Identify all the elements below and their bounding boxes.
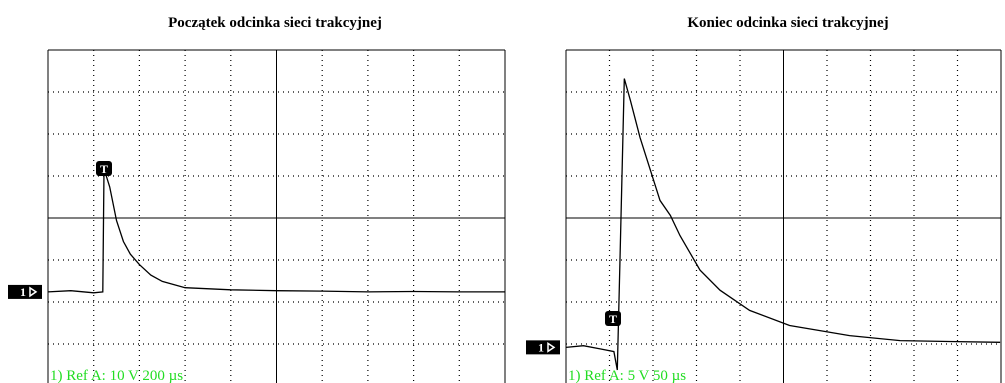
trigger-label: T [100,162,108,176]
channel-label: 1 [20,285,26,299]
trigger-label: T [609,312,617,326]
channel-label: 1 [538,340,544,354]
panel-title: Koniec odcinka sieci trakcyjnej [687,15,888,31]
panel-title: Początek odcinka sieci trakcyjnej [168,15,382,31]
page: {"chart_data": [ {"type": "line", "title… [0,0,1005,383]
scale-label: 1) Ref A: 10 V 200 µs [50,368,183,383]
chart: Początek odcinka sieci trakcyjnej 1 T 1) Re… [0,0,1005,383]
scale-label: 1) Ref A: 5 V 50 µs [568,368,686,383]
